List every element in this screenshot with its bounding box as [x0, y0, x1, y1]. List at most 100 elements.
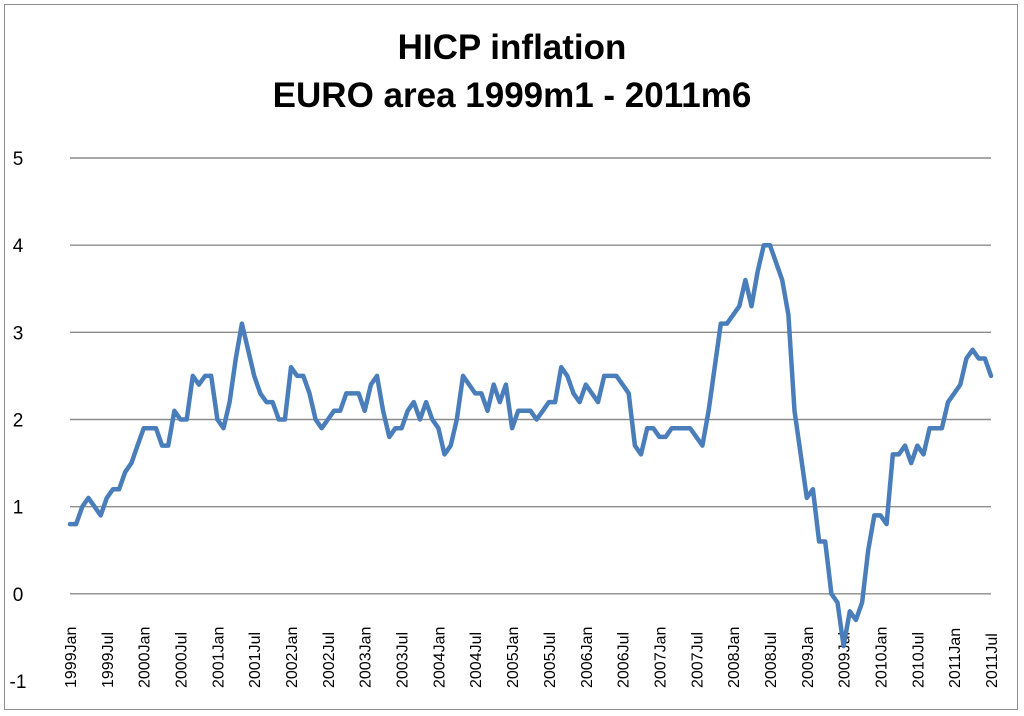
data-point: [148, 427, 151, 430]
data-point: [302, 374, 305, 377]
data-point: [412, 401, 415, 404]
data-point: [511, 427, 514, 430]
x-tick-label: 2006Jan: [579, 627, 596, 688]
data-point: [271, 401, 274, 404]
data-point: [560, 366, 563, 369]
data-point: [965, 357, 968, 360]
x-tick-label: 2005Jul: [542, 632, 559, 688]
data-point: [854, 619, 857, 622]
data-point: [326, 418, 329, 421]
data-point: [615, 374, 618, 377]
data-point: [799, 453, 802, 456]
data-point: [726, 322, 729, 325]
data-point: [87, 496, 90, 499]
x-tick-label: 2010Jul: [910, 632, 927, 688]
data-point: [554, 401, 557, 404]
x-tick-label: 2006Jul: [616, 632, 633, 688]
data-point: [247, 348, 250, 351]
data-point: [584, 383, 587, 386]
data-point: [683, 427, 686, 430]
x-tick-label: 2011Jul: [984, 633, 1001, 688]
data-point: [69, 523, 72, 526]
data-point: [830, 592, 833, 595]
data-point: [793, 409, 796, 412]
data-point: [419, 418, 422, 421]
data-point: [124, 470, 127, 473]
data-point: [468, 383, 471, 386]
data-point: [621, 383, 624, 386]
data-point: [253, 374, 256, 377]
x-tick-label: 2000Jan: [137, 627, 154, 688]
data-point: [916, 444, 919, 447]
data-point: [603, 374, 606, 377]
data-point: [339, 409, 342, 412]
data-point: [474, 392, 477, 395]
chart-frame: [4, 4, 1018, 710]
data-point: [283, 418, 286, 421]
x-tick-label: 2004Jan: [431, 627, 448, 688]
data-point: [431, 418, 434, 421]
data-point: [136, 444, 139, 447]
data-point: [861, 601, 864, 604]
data-point: [750, 305, 753, 308]
data-point: [873, 514, 876, 517]
data-point: [197, 383, 200, 386]
data-point: [277, 418, 280, 421]
data-point: [167, 444, 170, 447]
y-tick-label: 1: [13, 498, 24, 519]
data-point: [492, 383, 495, 386]
data-point: [744, 279, 747, 282]
data-point: [959, 383, 962, 386]
data-point: [480, 392, 483, 395]
data-point: [928, 427, 931, 430]
data-point: [81, 505, 84, 508]
data-point: [547, 401, 550, 404]
data-point: [701, 444, 704, 447]
data-point: [719, 322, 722, 325]
x-tick-label: 2001Jul: [247, 632, 264, 688]
x-tick-label: 2003Jul: [395, 632, 412, 688]
data-point: [394, 427, 397, 430]
data-point: [130, 462, 133, 465]
data-point: [449, 444, 452, 447]
data-point: [185, 418, 188, 421]
data-point: [333, 409, 336, 412]
data-point: [363, 409, 366, 412]
data-point: [940, 427, 943, 430]
y-tick-label: 2: [13, 411, 24, 432]
x-tick-label: 2001Jan: [210, 627, 227, 688]
data-point: [259, 392, 262, 395]
x-tick-label: 1999Jan: [63, 627, 80, 688]
data-point: [781, 279, 784, 282]
chart-title: HICP inflation EURO area 1999m1 - 2011m6: [0, 24, 1024, 120]
data-point: [590, 392, 593, 395]
data-point: [947, 401, 950, 404]
data-point: [879, 514, 882, 517]
data-point: [204, 374, 207, 377]
data-point: [320, 427, 323, 430]
data-point: [572, 392, 575, 395]
data-point: [848, 610, 851, 613]
data-point: [314, 418, 317, 421]
data-point: [633, 444, 636, 447]
data-point: [155, 427, 158, 430]
data-point: [787, 313, 790, 316]
data-point: [118, 488, 121, 491]
data-point: [775, 261, 778, 264]
data-point: [425, 401, 428, 404]
data-point: [222, 427, 225, 430]
data-point: [897, 453, 900, 456]
data-point: [738, 305, 741, 308]
data-point: [971, 348, 974, 351]
data-point: [210, 374, 213, 377]
data-point: [308, 392, 311, 395]
x-tick-label: 2011Jan: [947, 628, 964, 688]
data-point: [382, 409, 385, 412]
y-tick-label: -1: [10, 672, 27, 693]
data-point: [228, 401, 231, 404]
data-point: [953, 392, 956, 395]
data-point: [216, 418, 219, 421]
y-tick-label: 0: [13, 585, 24, 606]
data-point: [762, 244, 765, 247]
